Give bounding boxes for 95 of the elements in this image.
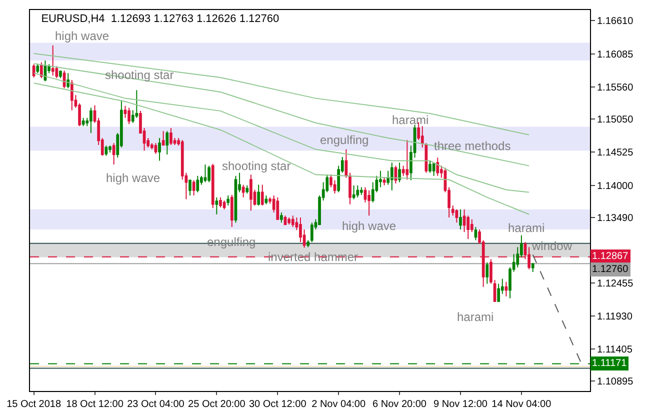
candlestick	[291, 215, 294, 228]
candlestick	[128, 107, 130, 125]
candlestick	[474, 226, 478, 241]
candlestick	[215, 196, 218, 215]
candlestick	[264, 194, 268, 205]
annotation: high wave	[106, 171, 160, 185]
candlestick	[112, 142, 116, 166]
y-tick-label: 1.15560	[597, 82, 634, 94]
annotation: harami	[508, 221, 545, 235]
ref-line-label: 1.12867	[592, 251, 629, 262]
candlestick	[59, 70, 62, 79]
y-tick-label: 1.11930	[597, 311, 633, 322]
candlestick	[436, 157, 440, 176]
candlestick	[455, 208, 458, 224]
candlestick	[51, 44, 54, 76]
candlestick	[356, 184, 360, 198]
y-tick-label: 1.13490	[597, 213, 634, 224]
candlestick	[108, 145, 112, 154]
candlestick	[382, 177, 386, 186]
candlestick	[280, 212, 283, 224]
candlestick	[406, 139, 409, 180]
annotation: high wave	[342, 219, 396, 233]
candlestick	[36, 63, 40, 74]
annotation: shooting star	[222, 159, 291, 173]
candlestick	[170, 127, 172, 146]
candlestick	[344, 148, 348, 178]
candlestick	[66, 72, 70, 89]
candlestick	[208, 165, 210, 183]
annotation: harami	[457, 310, 494, 324]
x-tick-label: 2 Nov 04:00	[312, 399, 366, 409]
x-tick-label: 15 Oct 2018	[6, 399, 62, 409]
x-tick-label: 18 Oct 12:00	[66, 399, 124, 409]
candlestick	[288, 217, 290, 225]
candlestick	[196, 175, 200, 193]
candlestick	[166, 130, 169, 155]
candlestick	[188, 179, 192, 196]
candlestick	[310, 222, 314, 243]
candlestick	[158, 138, 161, 162]
candlestick	[352, 184, 356, 200]
ref-line-label: 1.11171	[592, 358, 628, 369]
candlestick	[459, 208, 462, 230]
candlestick	[90, 107, 92, 134]
x-tick-label: 23 Oct 04:00	[127, 399, 185, 409]
candlestick	[428, 160, 432, 174]
chart-title: EURUSD,H4 1.12693 1.12763 1.12626 1.12760	[41, 13, 280, 26]
candlestick	[204, 164, 207, 183]
candlestick	[226, 194, 230, 206]
candlestick	[246, 184, 249, 194]
y-tick-label: 1.16610	[597, 16, 634, 28]
candlestick	[242, 184, 245, 198]
y-tick-label: 1.10895	[597, 376, 634, 388]
candlestick	[398, 162, 401, 183]
candlestick	[70, 80, 74, 111]
x-tick-label: 30 Oct 12:00	[248, 399, 307, 409]
candlestick	[486, 262, 489, 284]
candlestick	[257, 184, 260, 206]
candlestick	[219, 196, 222, 208]
y-tick-label: 1.14000	[597, 180, 634, 192]
annotation: high wave	[55, 29, 110, 43]
candlestick	[230, 194, 234, 228]
candlestick	[284, 215, 287, 226]
x-tick-label: 25 Oct 20:00	[188, 399, 246, 409]
candlestick	[504, 281, 508, 297]
candlestick	[104, 145, 108, 156]
annotation: harami	[392, 113, 429, 127]
candlestick	[531, 262, 534, 273]
candlestick	[276, 196, 280, 221]
candlestick	[192, 180, 196, 196]
candlestick	[348, 172, 352, 205]
y-tick-label: 1.12455	[597, 278, 634, 290]
candlestick	[162, 130, 165, 146]
y-tick-label: 1.15050	[597, 114, 634, 126]
x-tick-label: 9 Nov 12:00	[434, 399, 488, 409]
candlestick	[360, 186, 363, 196]
ref-line-label: 1.12760	[592, 264, 629, 275]
candlestick	[222, 200, 226, 210]
y-tick-label: 1.11405	[597, 344, 633, 356]
candlestick	[390, 162, 394, 191]
candlestick	[260, 184, 264, 206]
line-series	[33, 53, 530, 136]
candlestick	[490, 258, 492, 284]
annotation: inverted hammer	[268, 250, 358, 264]
candlestick	[154, 142, 158, 154]
candlestick	[250, 174, 252, 212]
candlestick	[368, 190, 370, 216]
y-tick-label: 1.14525	[597, 148, 634, 159]
line-series	[33, 82, 530, 215]
y-tick-label: 1.16085	[597, 49, 634, 60]
x-tick-label: 14 Nov 04:00	[492, 399, 552, 409]
candlestick	[306, 240, 310, 248]
candlestick	[82, 117, 85, 127]
annotation: engulfing	[320, 133, 369, 147]
candlestick	[432, 162, 436, 176]
x-tick-label: 6 Nov 20:00	[372, 399, 427, 409]
candlestick	[211, 163, 214, 209]
